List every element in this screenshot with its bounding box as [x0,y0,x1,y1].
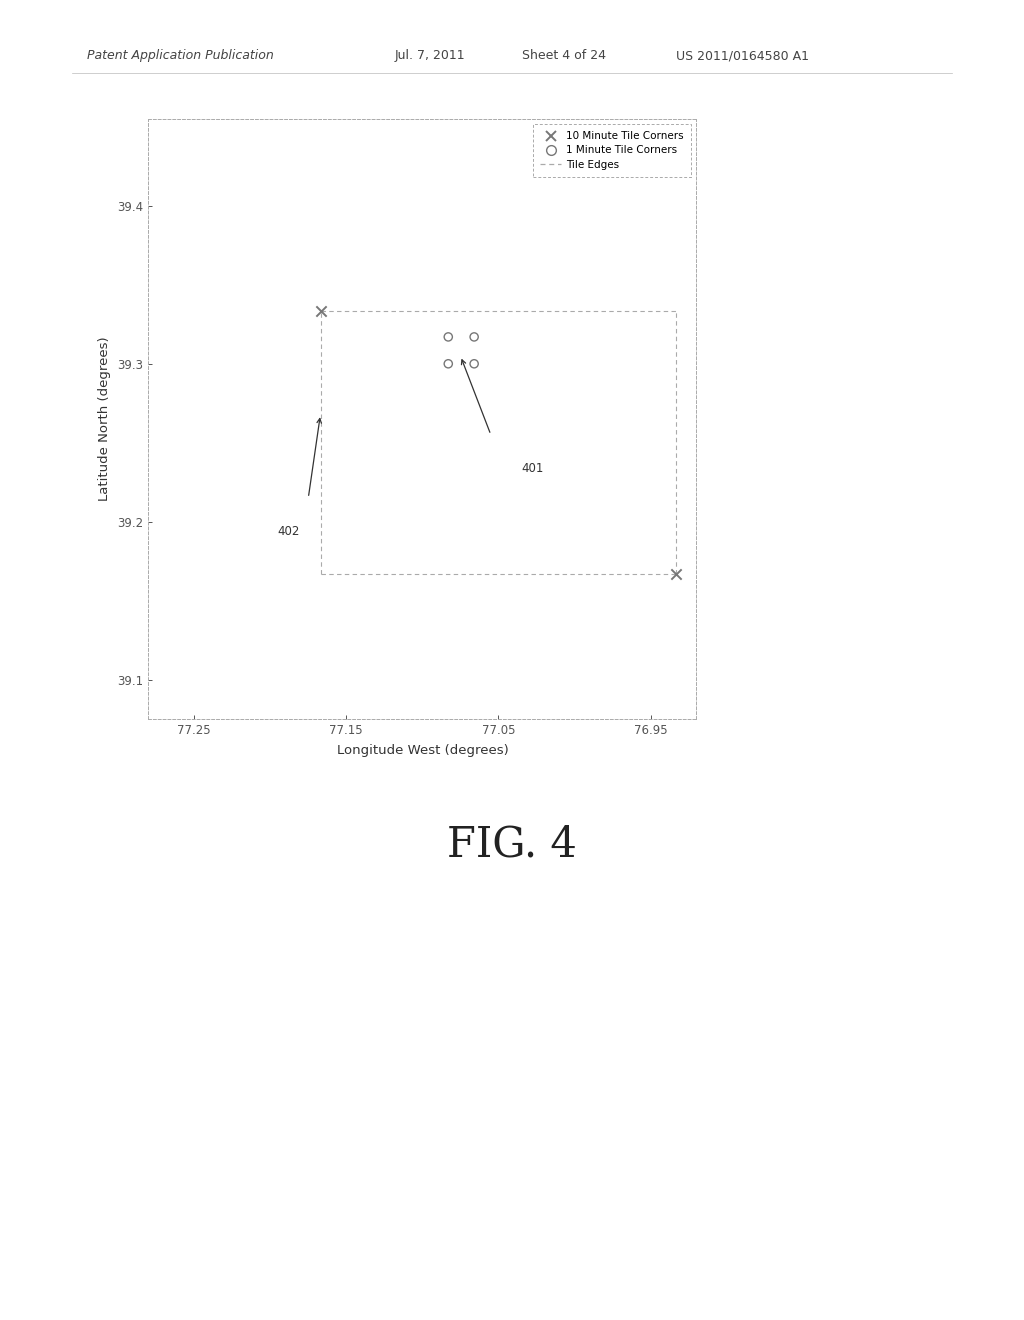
Point [466,354,482,375]
Point [440,326,457,347]
Point [668,564,684,585]
Text: US 2011/0164580 A1: US 2011/0164580 A1 [676,49,809,62]
Text: Patent Application Publication: Patent Application Publication [87,49,273,62]
Text: FIG. 4: FIG. 4 [447,824,577,866]
Text: 402: 402 [278,525,300,539]
Text: 401: 401 [521,462,544,475]
Y-axis label: Latitude North (degrees): Latitude North (degrees) [97,337,111,502]
X-axis label: Longitude West (degrees): Longitude West (degrees) [337,744,508,758]
Text: Sheet 4 of 24: Sheet 4 of 24 [522,49,606,62]
Point [312,301,329,322]
Legend: 10 Minute Tile Corners, 1 Minute Tile Corners, Tile Edges: 10 Minute Tile Corners, 1 Minute Tile Co… [532,124,691,177]
Point [466,326,482,347]
Text: Jul. 7, 2011: Jul. 7, 2011 [394,49,465,62]
Point [440,354,457,375]
